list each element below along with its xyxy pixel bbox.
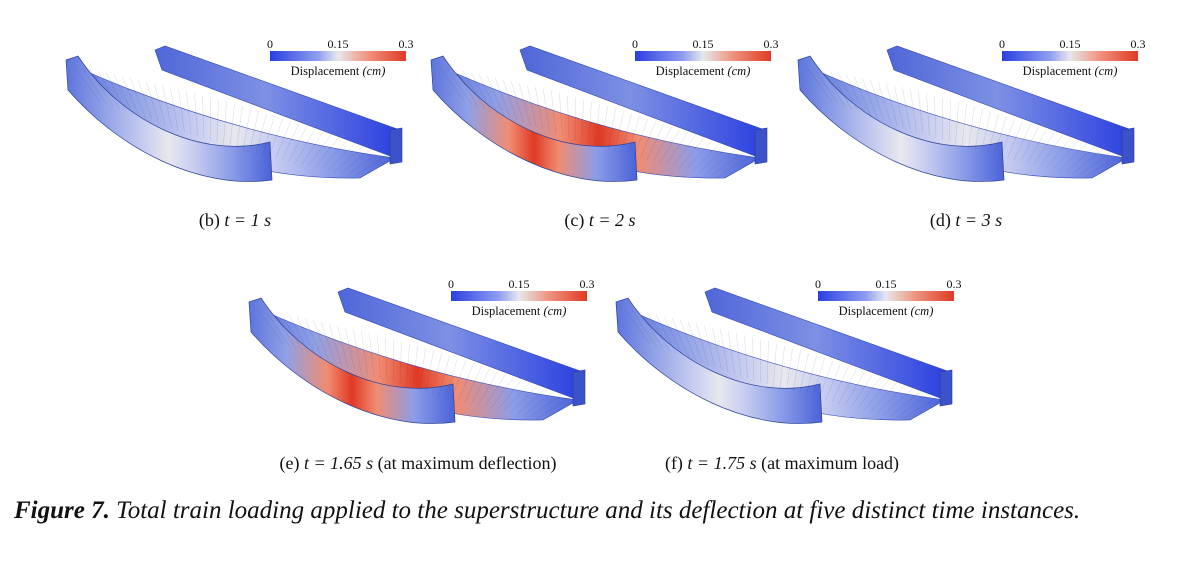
colorbar-min: 0 [448, 277, 454, 291]
beam-render-e [248, 287, 586, 424]
colorbar-gradient [818, 291, 954, 301]
beam-render-c [430, 45, 768, 182]
colorbar-max: 0.3 [579, 277, 595, 291]
beam-render-b [65, 45, 403, 182]
colorbar-label: Displacement (cm) [1022, 64, 1118, 78]
colorbar-f: 0 0.15 0.3 Displacement (cm) [815, 277, 962, 319]
beam-render-f [615, 287, 953, 424]
caption-e: (e) t = 1.65 s (at maximum deflection) [279, 453, 557, 473]
colorbar-mid: 0.15 [875, 277, 897, 291]
panel-f: 0 0.15 0.3 Displacement (cm) [610, 272, 970, 452]
colorbar-max: 0.3 [763, 37, 779, 51]
colorbar-label: Displacement (cm) [290, 64, 386, 78]
colorbar-e: 0 0.15 0.3 Displacement (cm) [448, 277, 595, 319]
panel-b: 0 0.15 0.3 Displacement (cm) [60, 30, 420, 240]
colorbar-gradient [635, 51, 771, 61]
colorbar-d: 0 0.15 0.3 Displacement (cm) [999, 37, 1146, 79]
colorbar-label: Displacement (cm) [655, 64, 751, 78]
colorbar-gradient [451, 291, 587, 301]
colorbar-max: 0.3 [946, 277, 962, 291]
colorbar-mid: 0.15 [692, 37, 714, 51]
caption-c: (c) t = 2 s [564, 210, 636, 230]
colorbar-gradient [1002, 51, 1138, 61]
panel-c: 0 0.15 0.3 Displacement (cm) [425, 30, 785, 240]
caption-f: (f) t = 1.75 s (at maximum load) [664, 453, 900, 473]
figure-number: Figure 7. [14, 497, 110, 524]
colorbar-mid: 0.15 [1059, 37, 1081, 51]
colorbar-min: 0 [815, 277, 821, 291]
figure-caption-text: Total train loading applied to the super… [116, 497, 1081, 524]
colorbar-label: Displacement (cm) [838, 304, 934, 318]
figure-caption: Figure 7. Total train loading applied to… [14, 495, 1186, 527]
colorbar-gradient [270, 51, 406, 61]
colorbar-label: Displacement (cm) [471, 304, 567, 318]
colorbar-max: 0.3 [398, 37, 414, 51]
beam-render-d [797, 45, 1135, 182]
colorbar-mid: 0.15 [327, 37, 349, 51]
panel-e: 0 0.15 0.3 Displacement (cm) [243, 272, 603, 452]
colorbar-min: 0 [267, 37, 273, 51]
colorbar-min: 0 [632, 37, 638, 51]
colorbar-mid: 0.15 [508, 277, 530, 291]
colorbar-b: 0 0.15 0.3 Displacement (cm) [267, 37, 414, 79]
panel-d: 0 0.15 0.3 Displacement (cm) [792, 30, 1152, 240]
caption-b: (b) t = 1 s [198, 210, 272, 230]
colorbar-max: 0.3 [1130, 37, 1146, 51]
colorbar-min: 0 [999, 37, 1005, 51]
caption-d: (d) t = 3 s [929, 210, 1003, 230]
colorbar-c: 0 0.15 0.3 Displacement (cm) [632, 37, 779, 79]
